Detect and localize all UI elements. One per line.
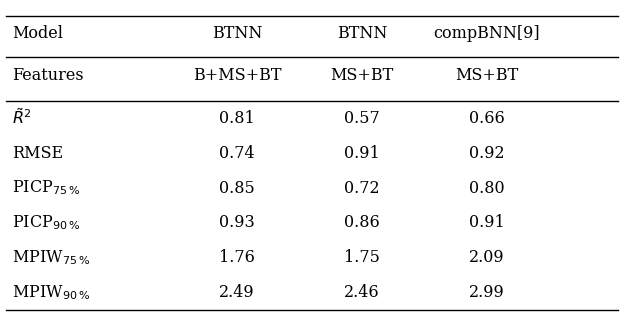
Text: 2.09: 2.09	[469, 249, 505, 266]
Text: 0.57: 0.57	[344, 110, 380, 127]
Text: MPIW$_{90\,\%}$: MPIW$_{90\,\%}$	[12, 283, 90, 302]
Text: B+MS+BT: B+MS+BT	[193, 67, 281, 84]
Text: RMSE: RMSE	[12, 145, 64, 162]
Text: 0.85: 0.85	[219, 179, 255, 197]
Text: 0.86: 0.86	[344, 214, 380, 231]
Text: 0.72: 0.72	[344, 179, 380, 197]
Text: MS+BT: MS+BT	[330, 67, 394, 84]
Text: BTNN: BTNN	[337, 25, 387, 42]
Text: BTNN: BTNN	[212, 25, 262, 42]
Text: 2.99: 2.99	[469, 284, 505, 301]
Text: Features: Features	[12, 67, 84, 84]
Text: 0.66: 0.66	[469, 110, 505, 127]
Text: Model: Model	[12, 25, 64, 42]
Text: 0.91: 0.91	[344, 145, 380, 162]
Text: 2.46: 2.46	[344, 284, 380, 301]
Text: 0.93: 0.93	[219, 214, 255, 231]
Text: MS+BT: MS+BT	[455, 67, 519, 84]
Text: 0.92: 0.92	[469, 145, 505, 162]
Text: 1.75: 1.75	[344, 249, 380, 266]
Text: 0.81: 0.81	[219, 110, 255, 127]
Text: 0.74: 0.74	[219, 145, 255, 162]
Text: 0.91: 0.91	[469, 214, 505, 231]
Text: 0.80: 0.80	[469, 179, 505, 197]
Text: PICP$_{75\,\%}$: PICP$_{75\,\%}$	[12, 179, 80, 198]
Text: MPIW$_{75\,\%}$: MPIW$_{75\,\%}$	[12, 248, 90, 267]
Text: 2.49: 2.49	[219, 284, 255, 301]
Text: 1.76: 1.76	[219, 249, 255, 266]
Text: $\tilde{R}^2$: $\tilde{R}^2$	[12, 108, 32, 129]
Text: compBNN[9]: compBNN[9]	[434, 25, 540, 42]
Text: PICP$_{90\,\%}$: PICP$_{90\,\%}$	[12, 213, 80, 232]
